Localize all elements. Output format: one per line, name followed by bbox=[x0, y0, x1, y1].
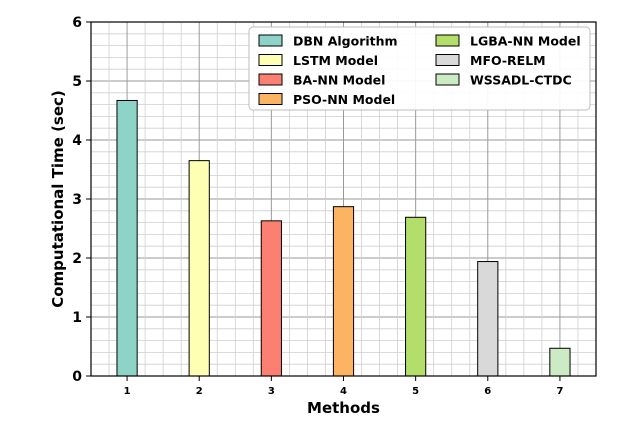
legend-label: PSO-NN Model bbox=[293, 92, 395, 107]
y-tick-label: 3 bbox=[72, 192, 82, 208]
x-tick-label: 2 bbox=[196, 386, 203, 397]
y-tick-label: 2 bbox=[72, 251, 82, 267]
legend-swatch bbox=[435, 73, 460, 86]
x-tick-label: 4 bbox=[340, 386, 347, 397]
legend-swatch bbox=[258, 73, 283, 86]
legend-swatch bbox=[435, 34, 460, 47]
ticks: 0 1 2 3 4 5 6 1 2 3 4 5 6 7 bbox=[72, 15, 563, 397]
bar-wssadl-ctdc bbox=[549, 347, 571, 377]
legend-box bbox=[248, 26, 591, 111]
bars bbox=[116, 99, 571, 377]
y-tick-label: 1 bbox=[72, 310, 82, 326]
legend-swatch bbox=[258, 93, 283, 105]
y-tick-label: 6 bbox=[72, 15, 82, 31]
x-tick-label: 5 bbox=[412, 386, 419, 397]
legend-swatch bbox=[258, 54, 283, 66]
x-tick-label: 1 bbox=[124, 386, 131, 397]
y-tick-label: 5 bbox=[72, 74, 82, 90]
legend-label: WSSADL-CTDC bbox=[470, 73, 572, 88]
bar-pso-nn-model bbox=[332, 206, 355, 377]
legend-label: MFO-RELM bbox=[470, 53, 546, 68]
y-tick-label: 4 bbox=[72, 133, 82, 149]
x-tick-label: 6 bbox=[484, 386, 491, 397]
legend-label: BA-NN Model bbox=[293, 73, 385, 88]
x-tick-label: 3 bbox=[268, 386, 275, 397]
bar-lgba-nn-model bbox=[405, 216, 427, 377]
legend-swatch bbox=[435, 54, 460, 66]
bar-ba-nn-model bbox=[260, 220, 282, 377]
y-axis-label: Computational Time (sec) bbox=[49, 90, 67, 308]
bar-mfo-relm bbox=[477, 261, 499, 377]
x-axis-label: Methods bbox=[307, 399, 380, 417]
y-tick-label: 0 bbox=[72, 369, 82, 385]
bar-lstm-model bbox=[188, 160, 210, 377]
x-tick-label: 7 bbox=[556, 386, 563, 397]
legend-label: DBN Algorithm bbox=[293, 34, 398, 49]
legend-label: LSTM Model bbox=[293, 53, 378, 68]
legend: DBN Algorithm LSTM Model BA-NN Model PSO-NN… bbox=[248, 26, 591, 111]
bar-dbn-algorithm bbox=[116, 99, 138, 377]
legend-label: LGBA-NN Model bbox=[470, 34, 581, 49]
legend-swatch bbox=[258, 34, 283, 47]
